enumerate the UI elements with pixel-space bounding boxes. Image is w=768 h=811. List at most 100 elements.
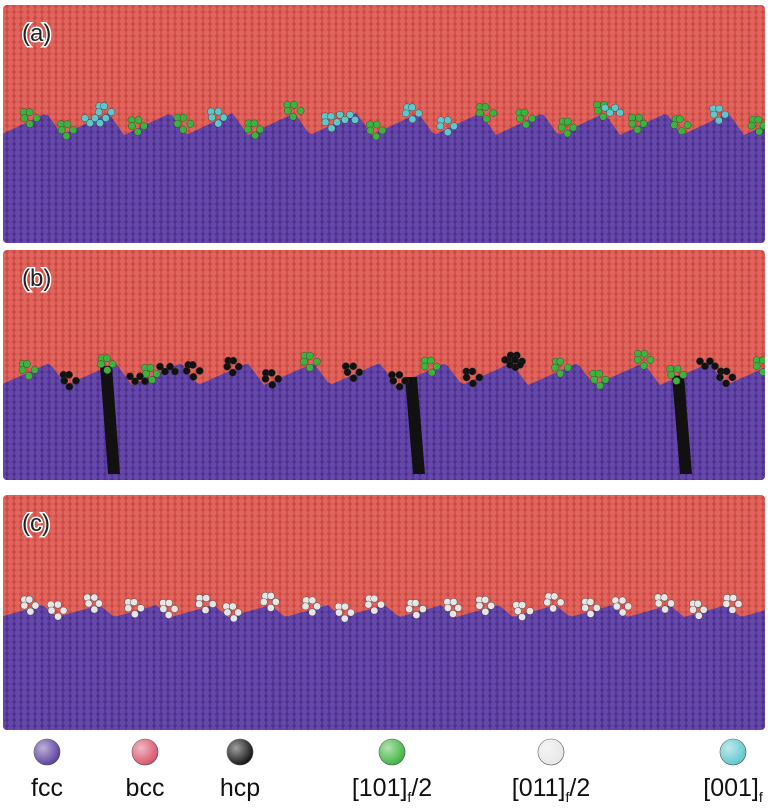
interface-atom bbox=[26, 607, 35, 616]
interface-atom bbox=[475, 601, 484, 610]
interface-atom bbox=[501, 356, 509, 364]
interface-atom bbox=[90, 605, 99, 614]
interface-atom bbox=[223, 608, 232, 617]
interface-atom bbox=[450, 122, 458, 130]
interface-atom bbox=[747, 121, 756, 130]
interface-atom bbox=[670, 121, 679, 129]
interface-atom bbox=[661, 605, 669, 614]
legend-label-sub: f bbox=[566, 789, 570, 805]
interface-atom bbox=[289, 112, 297, 121]
interface-atom bbox=[694, 611, 703, 620]
interface-atom bbox=[364, 600, 373, 609]
interface-atom bbox=[432, 362, 441, 371]
interface-atom bbox=[128, 122, 136, 130]
interface-atom bbox=[639, 361, 648, 370]
interface-atom bbox=[91, 114, 99, 122]
interface-atom bbox=[20, 601, 29, 610]
interface-atom bbox=[699, 605, 708, 614]
interface-atom bbox=[20, 114, 29, 122]
interface-atom bbox=[208, 600, 217, 608]
interface-atom bbox=[563, 117, 572, 126]
panel-body bbox=[3, 5, 765, 243]
interface-atom bbox=[179, 125, 187, 134]
hcp-fault bbox=[672, 375, 692, 474]
interface-atom bbox=[148, 376, 156, 384]
hcp-fault bbox=[100, 365, 120, 474]
interface-atom bbox=[189, 361, 197, 369]
legend-swatch-shine bbox=[34, 739, 60, 765]
interface-atom bbox=[229, 356, 238, 365]
interface-atom bbox=[716, 373, 724, 382]
interface-atom bbox=[729, 594, 738, 602]
interface-atom bbox=[722, 600, 731, 608]
legend-label-sub: f bbox=[407, 789, 411, 805]
interface-atom bbox=[186, 119, 195, 128]
panel: (c) bbox=[3, 495, 765, 730]
interface-atom bbox=[618, 596, 627, 605]
legend-swatch-shine bbox=[227, 739, 253, 765]
interface-atom bbox=[640, 349, 649, 358]
interface-atom bbox=[516, 361, 524, 369]
interface-atom bbox=[550, 592, 559, 601]
interface-atom bbox=[131, 610, 139, 618]
interface-atom bbox=[65, 382, 74, 391]
interface-atom bbox=[601, 103, 609, 112]
interface-atom bbox=[586, 610, 595, 618]
interface-atom bbox=[234, 362, 243, 371]
interface-atom bbox=[520, 108, 529, 117]
legend-label-main: [011] bbox=[512, 774, 566, 802]
interface-atom bbox=[611, 103, 619, 112]
interface-atom bbox=[97, 360, 105, 368]
interface-atom bbox=[268, 381, 277, 389]
interface-atom bbox=[108, 360, 117, 368]
interface-atom bbox=[449, 610, 457, 618]
legend-label-main: bcc bbox=[126, 774, 165, 802]
interface-atom bbox=[633, 355, 642, 364]
interface-atom bbox=[256, 125, 265, 134]
interface-atom bbox=[549, 604, 557, 613]
interface-atom bbox=[96, 119, 104, 127]
interface-atom bbox=[366, 126, 375, 135]
interface-atom bbox=[347, 608, 355, 617]
interface-atom bbox=[266, 604, 275, 612]
legend-label-sub: f bbox=[759, 789, 763, 805]
interface-atom bbox=[475, 109, 484, 117]
interface-atom bbox=[103, 366, 112, 374]
interface-atom bbox=[126, 372, 134, 381]
interface-atom bbox=[526, 607, 534, 615]
interface-atom bbox=[306, 363, 314, 372]
interface-atom bbox=[86, 119, 94, 127]
interface-atom bbox=[351, 116, 359, 124]
legend-label-suffix: /2 bbox=[411, 774, 432, 802]
interface-atom bbox=[26, 120, 34, 128]
interface-atom bbox=[164, 611, 173, 619]
interface-atom bbox=[182, 367, 191, 375]
interface-atom bbox=[343, 368, 352, 377]
legend-label: fcc bbox=[31, 774, 63, 802]
interface-atom bbox=[327, 112, 336, 121]
interface-atom bbox=[759, 356, 765, 364]
interface-atom bbox=[395, 383, 404, 391]
interface-atom bbox=[341, 602, 349, 611]
interface-atom bbox=[57, 126, 66, 134]
interface-atom bbox=[427, 368, 436, 377]
interface-atom bbox=[754, 115, 763, 124]
interface-atom bbox=[721, 110, 729, 119]
interface-atom bbox=[230, 614, 238, 623]
interface-atom bbox=[694, 599, 702, 608]
interface-atom bbox=[426, 356, 435, 365]
interface-atom bbox=[69, 126, 78, 134]
interface-atom bbox=[516, 114, 524, 123]
interface-atom bbox=[518, 613, 526, 621]
interface-atom bbox=[728, 373, 737, 382]
interface-atom bbox=[165, 599, 173, 607]
interface-atom bbox=[646, 355, 655, 364]
interface-atom bbox=[506, 361, 514, 369]
interface-atom bbox=[759, 368, 765, 376]
interface-atom bbox=[171, 367, 179, 376]
panel-label: (b) bbox=[22, 265, 51, 292]
interface-atom bbox=[62, 132, 71, 140]
interface-atom bbox=[261, 375, 270, 383]
interface-atom bbox=[590, 375, 598, 384]
